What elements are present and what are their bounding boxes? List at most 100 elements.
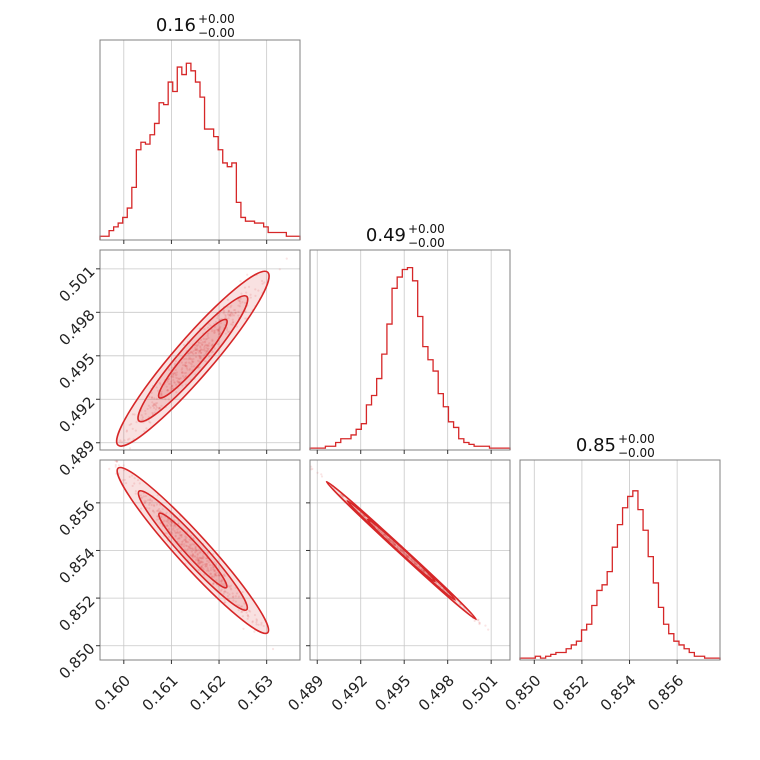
sample-point	[386, 537, 389, 540]
sample-point	[193, 555, 196, 558]
sample-point	[203, 341, 206, 344]
sample-point	[243, 301, 247, 304]
sample-point	[178, 532, 181, 535]
sample-point	[214, 320, 218, 324]
sample-point	[260, 621, 263, 624]
sample-point	[390, 540, 393, 544]
sample-point	[116, 460, 119, 463]
sample-point	[200, 560, 204, 563]
sample-point	[245, 291, 248, 294]
sample-point	[204, 352, 208, 355]
sample-point	[173, 381, 176, 384]
density-contour-2	[157, 512, 228, 589]
sample-point	[406, 554, 409, 558]
sample-point	[224, 332, 227, 335]
sample-point	[203, 573, 206, 576]
sample-point	[178, 534, 181, 537]
sample-point	[120, 440, 123, 443]
x-tick-label-1-2: 0.495	[371, 672, 414, 715]
sample-point	[388, 537, 391, 540]
sample-point	[218, 326, 221, 330]
sample-point	[200, 564, 203, 567]
sample-point	[200, 557, 203, 560]
sample-point	[180, 371, 184, 374]
param-title-0: 0.16	[156, 15, 196, 36]
sample-point	[183, 377, 186, 380]
sample-point	[397, 547, 400, 550]
sample-point	[119, 439, 122, 442]
sample-point	[190, 547, 193, 550]
sample-point	[195, 549, 199, 552]
sample-point	[176, 537, 179, 540]
sample-point	[231, 314, 234, 317]
sample-point	[246, 614, 249, 617]
sample-point	[158, 407, 161, 411]
sample-point	[175, 391, 178, 394]
sample-point	[226, 298, 229, 301]
sample-point	[143, 499, 146, 502]
sample-point	[237, 314, 240, 317]
sample-point	[399, 548, 403, 551]
sample-point	[185, 544, 188, 548]
sample-point	[194, 348, 197, 352]
sample-point	[207, 568, 210, 571]
sample-point	[415, 562, 418, 565]
sample-point	[198, 349, 201, 352]
sample-point	[210, 566, 213, 570]
sample-point	[231, 312, 234, 315]
sample-point	[149, 421, 152, 424]
sample-point	[151, 509, 155, 512]
sample-point	[205, 349, 208, 352]
sample-point	[260, 623, 263, 626]
sample-point	[242, 627, 245, 630]
sample-point	[156, 494, 159, 497]
sample-point	[243, 602, 246, 605]
sample-point	[152, 504, 156, 507]
sample-point	[204, 340, 207, 343]
scatter-content-2	[310, 465, 490, 631]
sample-point	[198, 557, 201, 560]
sample-point	[410, 559, 413, 563]
sample-point	[179, 377, 182, 380]
sample-point	[154, 404, 158, 407]
sample-point	[229, 584, 233, 587]
sample-point	[241, 301, 244, 304]
param-error-plus-1: +0.00	[408, 222, 445, 236]
sample-point	[223, 598, 226, 601]
sample-point	[400, 550, 403, 553]
sample-point	[206, 551, 209, 555]
sample-point	[171, 372, 175, 375]
sample-point	[194, 547, 197, 550]
sample-point	[235, 325, 239, 328]
sample-point	[176, 377, 179, 380]
sample-point	[222, 309, 225, 312]
sample-point	[155, 401, 159, 405]
sample-point	[478, 621, 481, 625]
sample-point	[188, 351, 192, 355]
sample-point	[409, 557, 412, 560]
sample-point	[198, 355, 202, 358]
sample-point	[178, 537, 181, 540]
sample-point	[144, 500, 148, 503]
sample-point	[210, 344, 213, 347]
sample-point	[155, 509, 159, 513]
sample-point	[418, 565, 421, 569]
sample-point	[223, 590, 226, 593]
sample-point	[169, 389, 173, 392]
sample-point	[246, 273, 249, 276]
sample-point	[212, 566, 215, 569]
sample-point	[125, 430, 128, 433]
sample-point	[195, 557, 198, 560]
sample-point	[178, 380, 181, 383]
scatter-panel-0-1	[96, 249, 301, 454]
sample-point	[184, 371, 188, 374]
sample-point	[409, 558, 412, 561]
sample-point	[415, 563, 418, 566]
sample-point	[228, 593, 231, 596]
sample-point	[172, 372, 175, 375]
sample-point	[185, 357, 188, 360]
sample-point	[220, 580, 223, 583]
sample-point	[406, 554, 409, 557]
sample-point	[136, 478, 140, 482]
sample-point	[152, 404, 155, 407]
